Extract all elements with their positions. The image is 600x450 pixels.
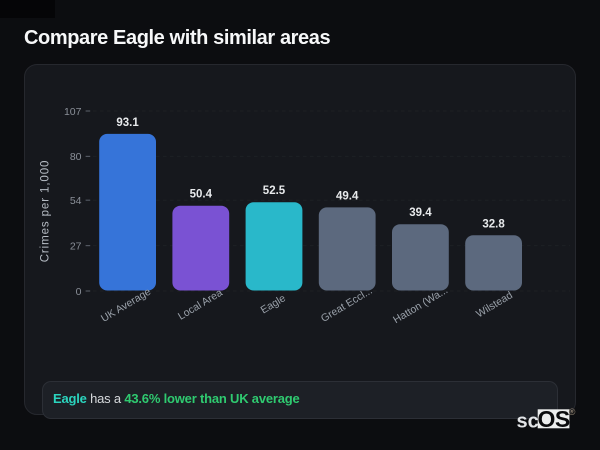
svg-text:0: 0	[76, 286, 82, 298]
svg-text:Crimes per 1,000: Crimes per 1,000	[40, 160, 52, 263]
svg-text:39.4: 39.4	[409, 207, 432, 219]
svg-text:OS: OS	[537, 406, 569, 432]
svg-text:50.4: 50.4	[190, 189, 213, 201]
svg-text:107: 107	[64, 106, 82, 118]
svg-text:52.5: 52.5	[263, 185, 286, 197]
svg-text:93.1: 93.1	[116, 117, 139, 129]
svg-text:27: 27	[70, 240, 82, 252]
svg-text:49.4: 49.4	[336, 190, 359, 202]
svg-text:54: 54	[70, 195, 82, 207]
svg-text:80: 80	[70, 151, 82, 163]
svg-text:sc: sc	[517, 410, 539, 432]
svg-text:32.8: 32.8	[482, 218, 505, 230]
svg-text:®: ®	[569, 407, 576, 417]
